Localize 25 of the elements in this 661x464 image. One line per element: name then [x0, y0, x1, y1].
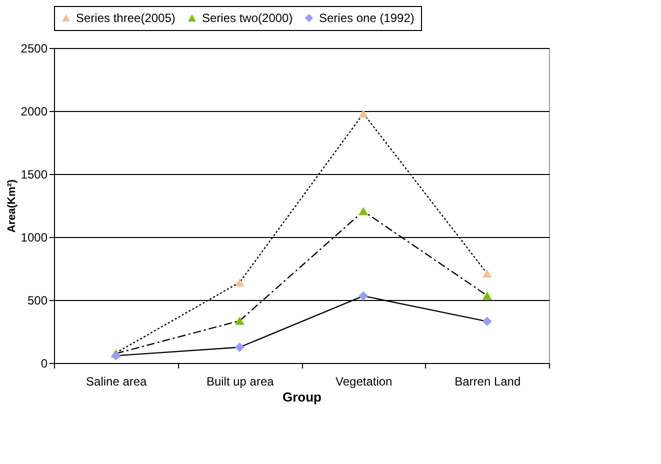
legend-label: Series three(2005) [76, 11, 176, 25]
point [234, 278, 244, 286]
point [358, 291, 368, 301]
point [482, 269, 492, 278]
point [358, 109, 368, 118]
point [111, 350, 121, 360]
point [482, 291, 492, 300]
y-tick-label: 2500 [20, 42, 48, 56]
legend-label: Series one (1992) [319, 11, 414, 25]
point [234, 316, 244, 325]
y-tick-label: 1000 [20, 230, 48, 244]
x-tick-label: Built up area [206, 374, 274, 388]
point [358, 207, 368, 216]
y-tick-label: 2000 [20, 104, 48, 118]
y-axis-title: Area(Km²) [6, 179, 18, 233]
point [482, 316, 492, 326]
y-tick-label: 1500 [20, 168, 48, 182]
x-tick-label: Barren Land [454, 374, 521, 388]
legend-label: Series two(2000) [202, 11, 293, 25]
x-tick-label: Saline area [86, 374, 148, 388]
y-tick-label: 500 [27, 294, 48, 308]
y-tick-label: 0 [40, 356, 48, 370]
point [234, 342, 244, 352]
x-tick-label: Vegetation [336, 374, 392, 388]
x-axis-title: Group [282, 390, 322, 404]
